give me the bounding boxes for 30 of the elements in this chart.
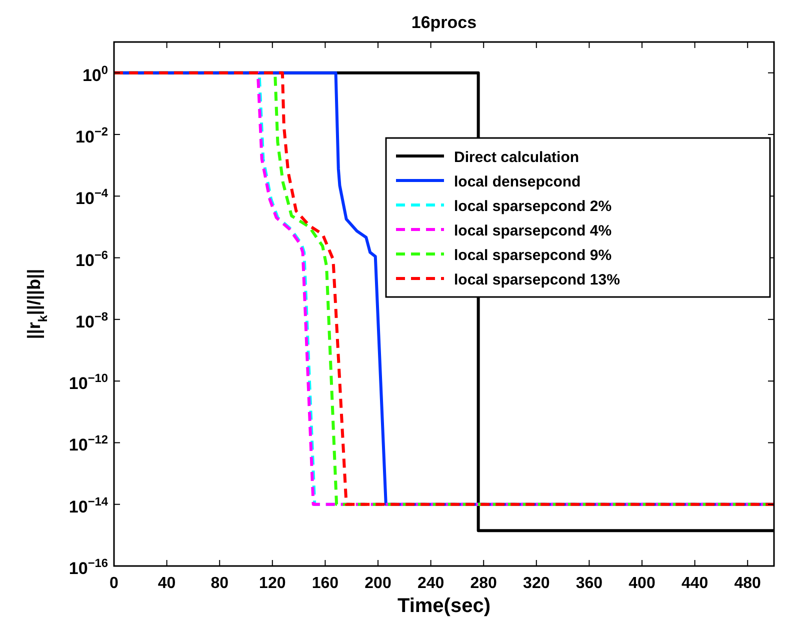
y-tick-label: 10$^{0}$: [82, 62, 108, 85]
legend-label: Direct calculation: [454, 149, 580, 166]
y-tick-label: 10$^{−14}$: [68, 494, 108, 516]
x-tick-label: 160: [312, 575, 339, 592]
x-tick-label: 120: [259, 575, 286, 592]
x-tick-label: 360: [576, 575, 603, 592]
x-tick-label: 40: [158, 575, 176, 592]
x-tick-label: 440: [681, 575, 708, 592]
x-tick-label: 400: [628, 575, 656, 592]
legend-label: local sparsepcond 9%: [454, 247, 612, 264]
legend-label: local densepcond: [454, 174, 581, 190]
x-tick-label: 480: [734, 575, 762, 592]
y-tick-label: 10$^{−6}$: [76, 248, 108, 270]
y-tick-label: 10$^{−8}$: [76, 309, 108, 332]
legend-label: local sparsepcond 2%: [454, 198, 612, 215]
x-tick-label: 280: [470, 575, 498, 592]
chart-title: 16procs: [411, 13, 477, 32]
legend-label: local sparsepcond 13%: [454, 272, 620, 288]
y-tick-label: 10$^{−4}$: [76, 186, 108, 208]
y-tick-label: 10$^{−10}$: [68, 371, 108, 394]
x-tick-label: 200: [364, 575, 392, 592]
x-tick-label: 0: [110, 575, 119, 592]
x-tick-label: 80: [210, 575, 229, 592]
x-tick-label: 240: [417, 575, 444, 592]
x-tick-label: 320: [523, 575, 550, 592]
y-tick-label: 10$^{−2}$: [76, 124, 108, 146]
y-tick-label: 10$^{−12}$: [68, 432, 108, 455]
x-axis-title: Time(sec): [397, 595, 491, 617]
y-tick-label: 10$^{−16}$: [68, 556, 108, 578]
legend-label: local sparsepcond 4%: [454, 222, 612, 240]
